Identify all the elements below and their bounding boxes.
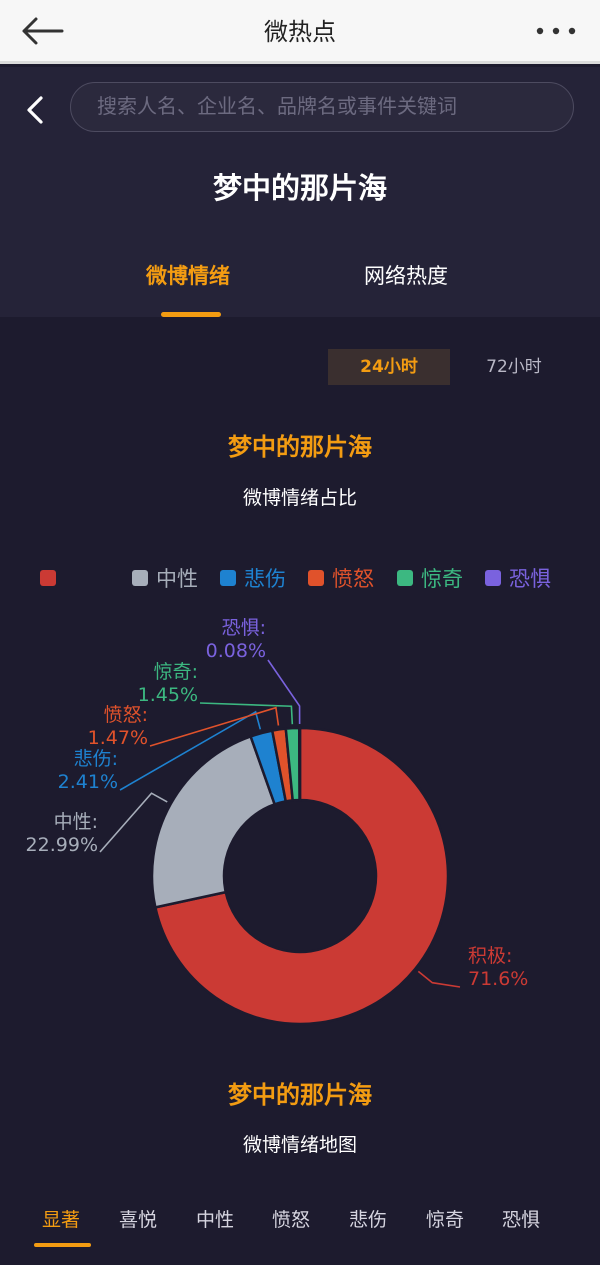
more-options-icon[interactable] bbox=[534, 12, 578, 50]
search-input[interactable]: 搜索人名、企业名、品牌名或事件关键词 bbox=[70, 82, 574, 132]
chevron-left-icon[interactable] bbox=[20, 92, 50, 128]
map-subtitle: 微博情绪地图 bbox=[242, 1134, 357, 1156]
pie-slice-5[interactable] bbox=[297, 726, 302, 802]
slice-name-label-2: 悲伤: bbox=[74, 748, 118, 770]
legend-label: 中性 bbox=[156, 567, 198, 591]
legend-item-neutral[interactable]: 中性 bbox=[132, 563, 198, 593]
filter-tab-fear[interactable]: 恐惧 bbox=[502, 1209, 541, 1231]
range-72h-button[interactable]: 72小时 bbox=[486, 357, 542, 377]
filter-tab-indicator bbox=[34, 1243, 91, 1247]
slice-value-label-0: 71.6% bbox=[468, 968, 528, 990]
legend-swatch bbox=[485, 570, 501, 586]
slice-name-label-5: 恐惧: bbox=[222, 617, 266, 639]
legend-swatch bbox=[220, 570, 236, 586]
slice-value-label-5: 0.08% bbox=[206, 640, 266, 662]
legend-item-positive[interactable] bbox=[40, 563, 64, 593]
emotion-filter-tabs: 显著 喜悦 中性 愤怒 悲伤 惊奇 恐惧 bbox=[0, 1205, 600, 1265]
pie-slice-0[interactable] bbox=[153, 726, 450, 1026]
legend-label: 愤怒 bbox=[332, 567, 374, 591]
slice-value-label-1: 22.99% bbox=[26, 834, 98, 856]
filter-tab-neutral[interactable]: 中性 bbox=[196, 1209, 235, 1231]
back-arrow-icon[interactable] bbox=[18, 12, 66, 50]
legend-item-fear[interactable]: 恐惧 bbox=[485, 563, 551, 593]
page-title: 梦中的那片海 bbox=[212, 171, 387, 205]
leader-line-1 bbox=[99, 792, 168, 853]
leader-line-5 bbox=[267, 659, 301, 725]
legend-item-sad[interactable]: 悲伤 bbox=[220, 563, 286, 593]
pie-slice-1[interactable] bbox=[150, 734, 277, 909]
tab-network-heat[interactable]: 网络热度 bbox=[364, 264, 448, 288]
chart-title: 梦中的那片海 bbox=[228, 433, 372, 461]
legend-item-surprise[interactable]: 惊奇 bbox=[397, 563, 463, 593]
legend-label: 悲伤 bbox=[244, 567, 286, 591]
filter-tab-anger[interactable]: 愤怒 bbox=[272, 1209, 311, 1231]
legend-item-angry[interactable]: 愤怒 bbox=[308, 563, 374, 593]
legend-swatch bbox=[40, 570, 56, 586]
filter-tab-joy[interactable]: 喜悦 bbox=[119, 1209, 158, 1231]
app-title: 微热点 bbox=[264, 18, 336, 46]
slice-name-label-3: 愤怒: bbox=[104, 704, 148, 726]
legend-swatch bbox=[132, 570, 148, 586]
filter-tab-salient[interactable]: 显著 bbox=[42, 1209, 81, 1231]
chart-subtitle: 微博情绪占比 bbox=[242, 487, 357, 509]
legend-label: 惊奇 bbox=[421, 567, 463, 591]
tab-indicator bbox=[161, 312, 221, 317]
chart-legend: 中性 悲伤 愤怒 惊奇 恐惧 bbox=[40, 563, 580, 593]
slice-value-label-4: 1.45% bbox=[138, 684, 198, 706]
filter-tab-sadness[interactable]: 悲伤 bbox=[349, 1209, 388, 1231]
tab-weibo-emotion[interactable]: 微博情绪 bbox=[146, 264, 230, 288]
map-title: 梦中的那片海 bbox=[228, 1081, 372, 1109]
range-24h-button[interactable]: 24小时 bbox=[328, 349, 450, 385]
leader-line-4 bbox=[199, 702, 294, 725]
slice-name-label-1: 中性: bbox=[54, 811, 98, 833]
legend-swatch bbox=[397, 570, 413, 586]
legend-label: 恐惧 bbox=[509, 567, 551, 591]
leader-line-2 bbox=[119, 710, 262, 791]
emotion-donut-chart: 积极:71.6% 中性:22.99% 悲伤:2.41% 愤怒:1.47% 惊奇:1.45… bbox=[26, 617, 528, 1026]
slice-value-label-2: 2.41% bbox=[58, 771, 118, 793]
slice-value-label-3: 1.47% bbox=[88, 727, 148, 749]
legend-swatch bbox=[308, 570, 324, 586]
slice-name-label-0: 积极: bbox=[468, 945, 512, 967]
app-bar: 微热点 bbox=[0, 0, 600, 64]
leader-line-3 bbox=[149, 706, 280, 747]
filter-tab-surprise[interactable]: 惊奇 bbox=[426, 1209, 465, 1231]
leader-line-0 bbox=[417, 970, 461, 988]
slice-name-label-4: 惊奇: bbox=[154, 661, 198, 683]
